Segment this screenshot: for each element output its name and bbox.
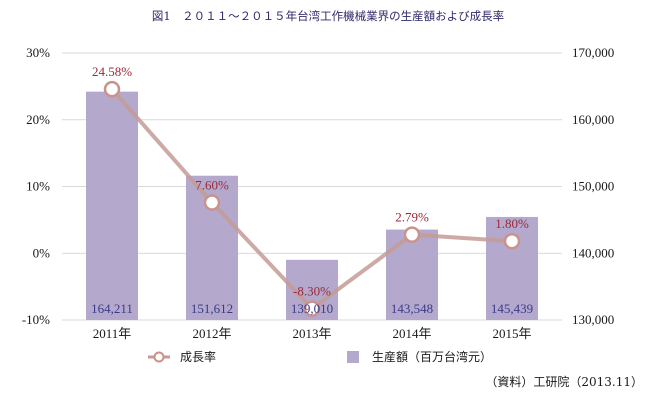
bar-value-label: 164,211 (91, 301, 133, 316)
rate-labels: 24.58% 7.60% -8.30% 2.79% 1.80% (92, 64, 529, 298)
x-tick-label: 2013年 (292, 326, 331, 341)
right-tick-label: 150,000 (572, 179, 614, 194)
rate-value-label: -8.30% (293, 284, 331, 299)
bar-value-label: 139,010 (291, 301, 333, 316)
legend-item-rate: 成長率 (148, 349, 216, 364)
x-tick-label: 2015年 (492, 326, 531, 341)
x-axis: 2011年 2012年 2013年 2014年 2015年 (93, 326, 532, 341)
rate-marker (303, 300, 321, 317)
bar (386, 229, 438, 320)
rate-value-label: 7.60% (195, 178, 229, 193)
rate-value-label: 1.80% (495, 216, 529, 231)
bar-value-label: 151,612 (191, 301, 233, 316)
bar-value-label: 145,439 (491, 301, 533, 316)
right-tick-label: 130,000 (572, 312, 614, 327)
legend-production-swatch (347, 351, 359, 363)
right-tick-label: 170,000 (572, 45, 614, 60)
x-tick-label: 2012年 (192, 326, 231, 341)
left-axis: 30% 20% 10% 0% -10% (22, 45, 50, 327)
rate-marker (403, 226, 421, 243)
right-tick-label: 160,000 (572, 112, 614, 127)
rate-line (103, 80, 521, 317)
rate-marker (103, 80, 121, 98)
left-tick-label: 0% (33, 245, 51, 260)
left-tick-label: -10% (22, 312, 50, 327)
legend-rate-label: 成長率 (180, 349, 216, 364)
left-tick-label: 30% (26, 45, 50, 60)
rate-value-label: 24.58% (92, 64, 132, 79)
left-tick-label: 10% (26, 179, 50, 194)
bar-labels: 164,211 151,612 139,010 143,548 145,439 (91, 301, 533, 316)
legend-production-label: 生産額（百万台湾元） (372, 349, 492, 364)
source-note: （資料）工研院（2013.11） (485, 375, 643, 389)
legend-item-production: 生産額（百万台湾元） (347, 349, 492, 364)
rate-marker (503, 232, 521, 250)
legend-rate-marker (153, 351, 165, 363)
bar (86, 91, 138, 321)
legend: 成長率 生産額（百万台湾元） (148, 349, 492, 364)
x-tick-label: 2014年 (392, 326, 431, 341)
rate-marker (203, 194, 221, 211)
bars (86, 91, 538, 321)
chart-title: 図1 ２０１１～２０１５年台湾工作機械業界の生産額および成長率 (152, 9, 504, 23)
right-tick-label: 140,000 (572, 245, 614, 260)
bar-value-label: 143,548 (391, 301, 433, 316)
left-tick-label: 20% (26, 112, 50, 127)
right-axis: 170,000 160,000 150,000 140,000 130,000 (572, 45, 614, 327)
rate-value-label: 2.79% (395, 210, 429, 225)
x-tick-label: 2011年 (93, 326, 132, 341)
